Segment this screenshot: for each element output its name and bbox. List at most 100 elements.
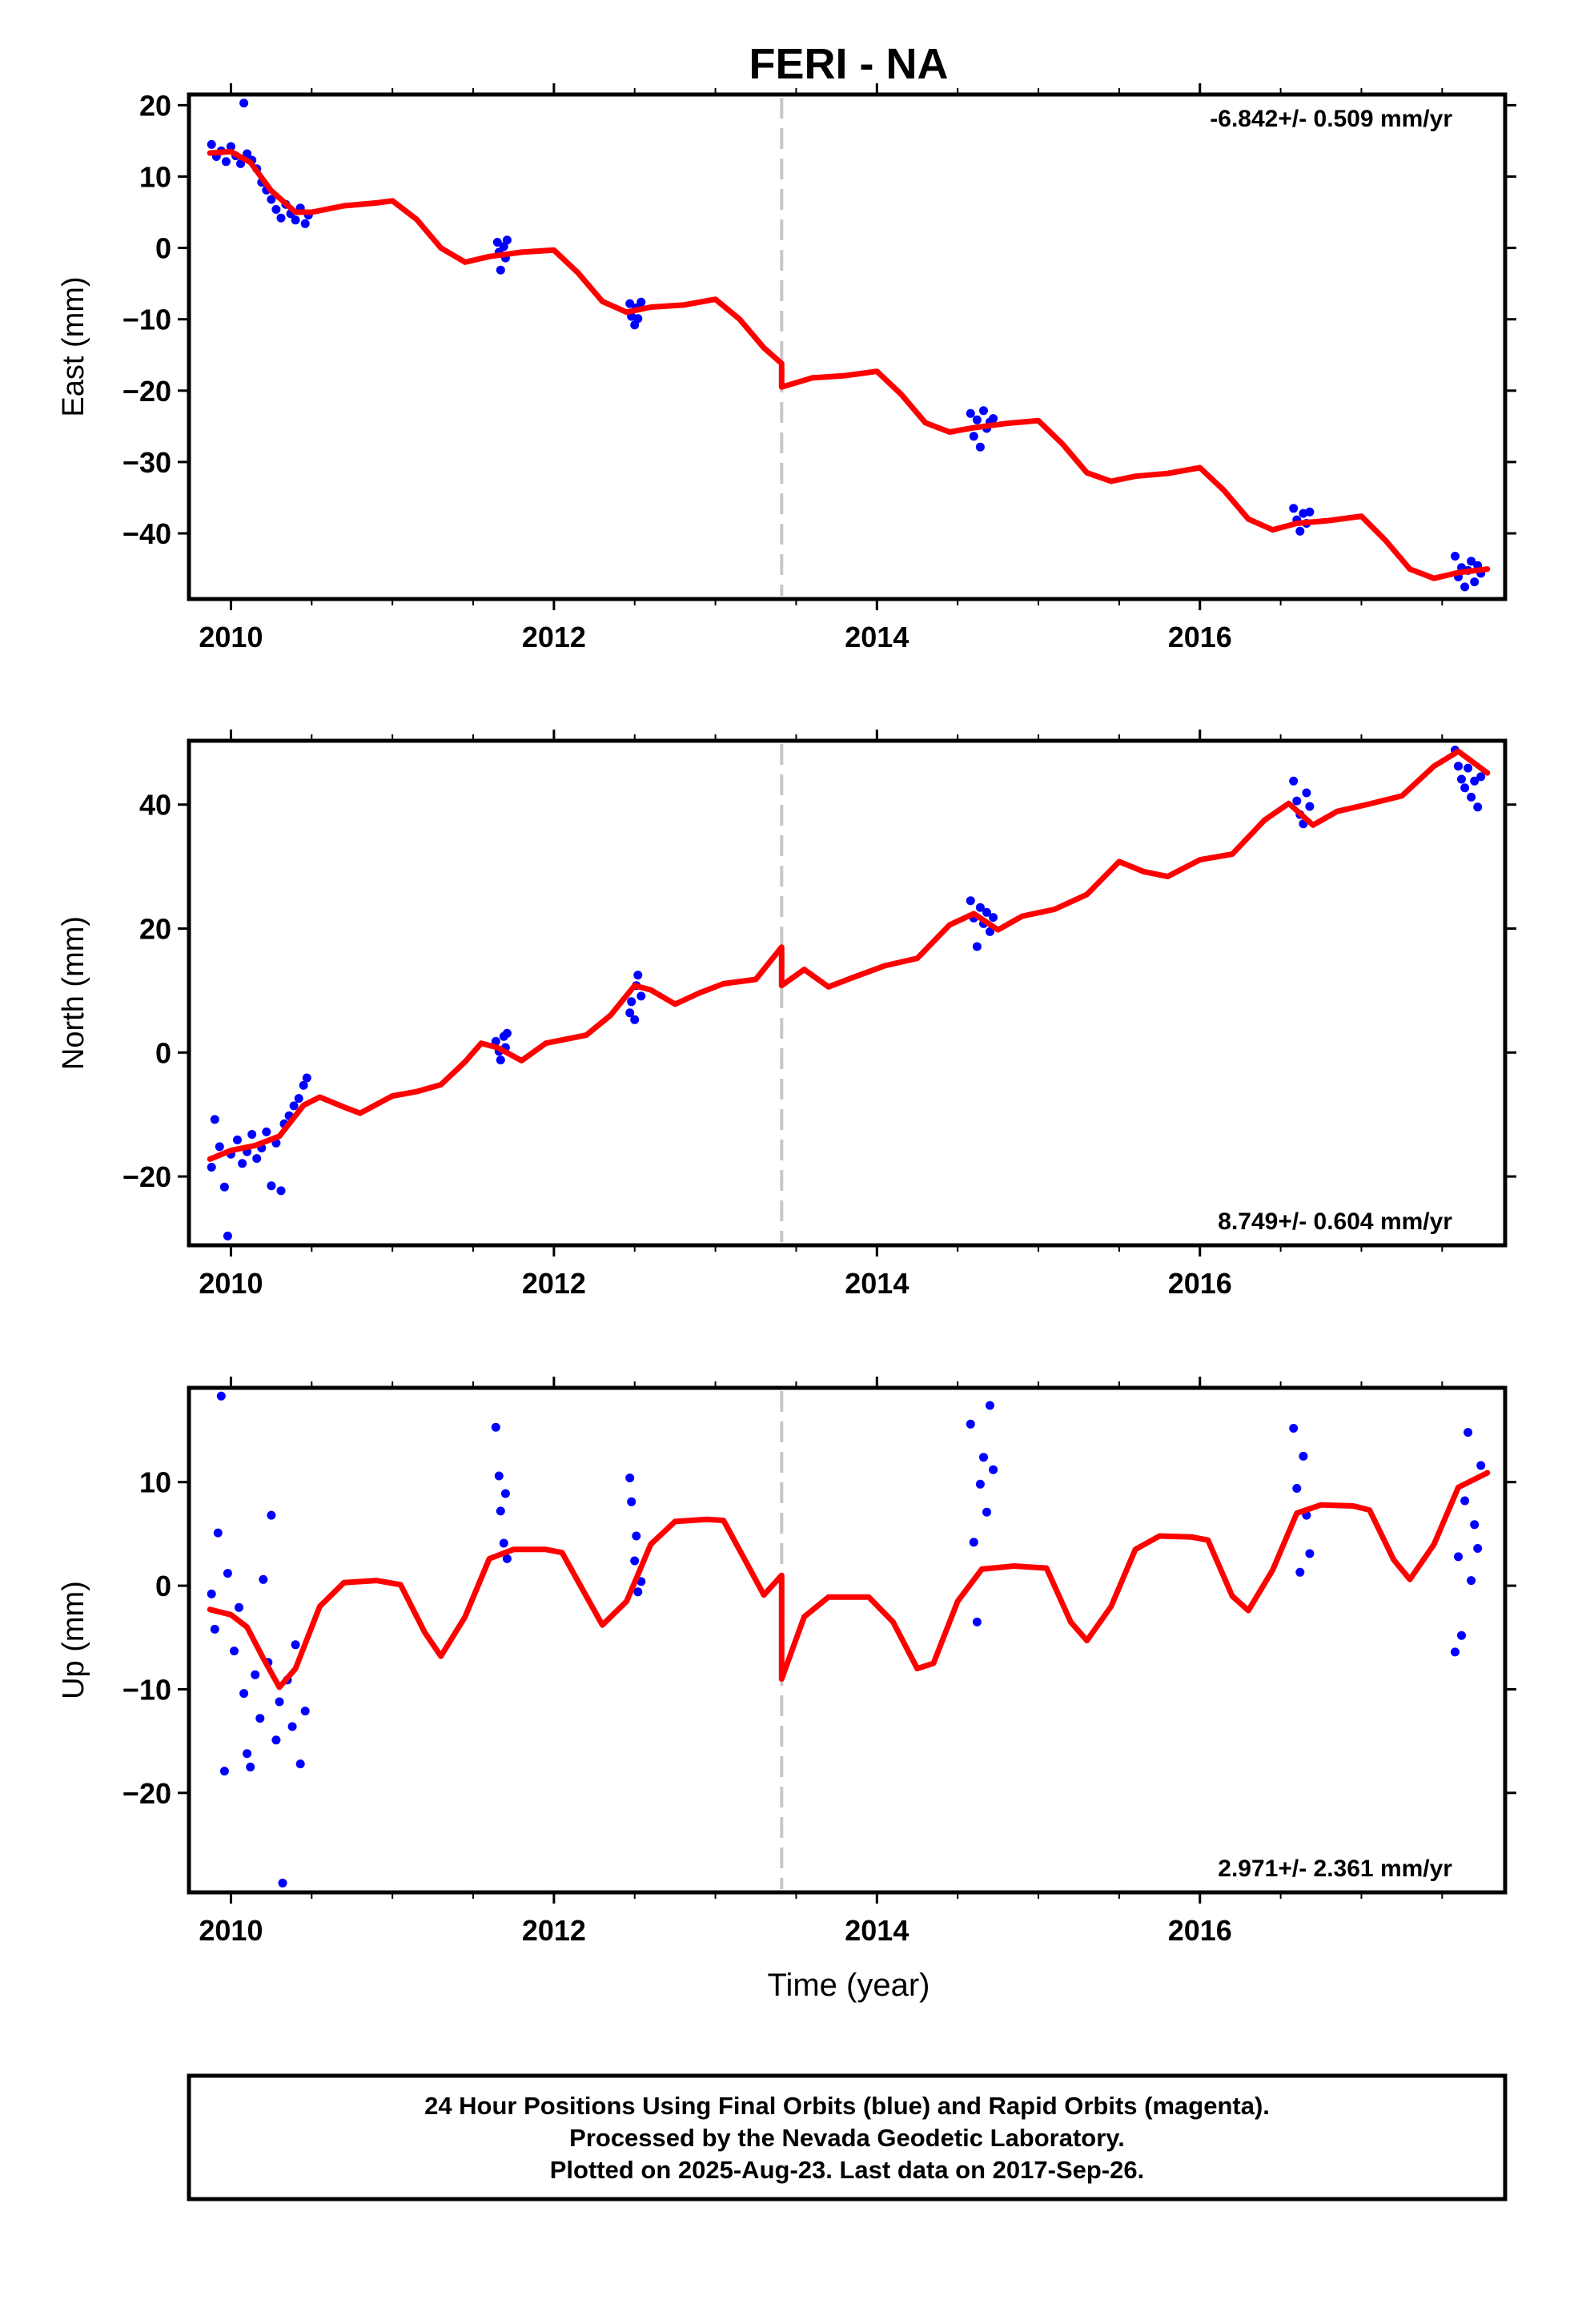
data-point (1460, 582, 1470, 592)
y-tick-label: −30 (122, 446, 171, 479)
data-point (300, 1707, 310, 1716)
figure-title: FERI - NA (749, 40, 949, 88)
data-points (207, 746, 1486, 1240)
data-point (207, 139, 216, 149)
data-point (235, 1602, 243, 1612)
y-axis-label: East (mm) (57, 276, 90, 416)
y-tick-label: 0 (155, 232, 171, 265)
data-point (1305, 802, 1315, 811)
data-point (295, 1759, 305, 1769)
data-point (1457, 774, 1466, 784)
data-point (219, 1182, 229, 1192)
data-point (1457, 1630, 1466, 1640)
x-tick-label: 2010 (199, 1267, 263, 1300)
data-point (494, 1471, 504, 1481)
data-point (1292, 1484, 1302, 1493)
data-point (989, 1465, 998, 1474)
footer-box (187, 2073, 1508, 2201)
data-point (636, 991, 646, 1001)
data-point (1305, 507, 1315, 517)
y-tick-label: −10 (122, 1673, 171, 1706)
data-point (989, 414, 998, 424)
data-point (259, 1574, 268, 1584)
data-point (255, 1714, 265, 1723)
data-point (207, 1163, 216, 1172)
y-tick-label: 20 (139, 89, 171, 122)
data-point (213, 1528, 223, 1538)
x-tick-label: 2010 (199, 621, 263, 653)
data-point (239, 1689, 249, 1699)
data-point (276, 1186, 286, 1196)
data-point (491, 1036, 500, 1046)
data-point (502, 1028, 512, 1038)
data-point (1470, 776, 1480, 786)
data-point (1473, 802, 1483, 812)
data-point (1302, 788, 1311, 798)
data-point (989, 913, 998, 923)
data-point (278, 1878, 287, 1888)
data-point (625, 1474, 635, 1482)
data-point (1464, 1428, 1473, 1437)
data-point (271, 1735, 281, 1745)
velocity-annotation: 2.971+/- 2.361 mm/yr (1218, 1856, 1452, 1882)
data-point (496, 265, 505, 275)
y-tick-label: −10 (122, 304, 171, 336)
y-tick-label: 10 (139, 1466, 171, 1499)
panel-frame (187, 1385, 1508, 1895)
data-point (1460, 783, 1470, 793)
data-point (291, 215, 300, 225)
velocity-annotation: 8.749+/- 0.604 mm/yr (1218, 1208, 1452, 1235)
data-point (276, 213, 286, 223)
data-point (275, 1697, 284, 1707)
data-point (496, 1506, 505, 1516)
data-point (302, 1073, 311, 1083)
x-tick-label: 2014 (845, 1914, 909, 1947)
data-point (502, 235, 512, 245)
data-point (972, 1617, 982, 1626)
data-point (223, 1569, 232, 1578)
footer-line-3: Plotted on 2025-Aug-23. Last data on 201… (550, 2156, 1144, 2184)
data-point (291, 1640, 300, 1650)
data-point (210, 1115, 219, 1124)
data-point (975, 903, 985, 912)
data-point (1451, 1647, 1460, 1657)
data-point (502, 1554, 512, 1563)
data-point (972, 942, 982, 951)
data-point (630, 1556, 640, 1566)
data-point (1467, 792, 1476, 802)
data-point (966, 896, 975, 906)
data-point (972, 415, 982, 424)
footer-line-2: Processed by the Nevada Geodetic Laborat… (569, 2124, 1125, 2152)
data-point (246, 1763, 255, 1771)
data-point (210, 1624, 219, 1634)
data-point (975, 442, 985, 452)
data-point (491, 1422, 500, 1432)
data-point (966, 1419, 975, 1429)
data-point (252, 1154, 262, 1164)
data-point (625, 1008, 635, 1018)
x-tick-label: 2014 (845, 621, 909, 653)
data-point (233, 1135, 242, 1144)
data-points (207, 1391, 1486, 1888)
data-point (287, 1722, 297, 1731)
data-point (267, 195, 276, 204)
data-point (982, 1507, 991, 1517)
data-point (627, 1497, 636, 1506)
data-point (1292, 796, 1302, 806)
y-tick-label: −20 (122, 375, 171, 408)
data-point (271, 205, 281, 214)
data-point (969, 432, 978, 441)
data-point (1454, 762, 1463, 771)
x-tick-label: 2016 (1168, 1914, 1232, 1947)
data-point (500, 1489, 510, 1498)
data-point (1467, 1576, 1476, 1586)
data-point (238, 1159, 247, 1168)
data-point (247, 1130, 257, 1139)
panel-frame (187, 738, 1508, 1248)
velocity-annotation: -6.842+/- 0.509 mm/yr (1210, 106, 1452, 132)
data-point (1464, 763, 1473, 773)
data-point (267, 1181, 276, 1191)
data-point (986, 1401, 994, 1410)
